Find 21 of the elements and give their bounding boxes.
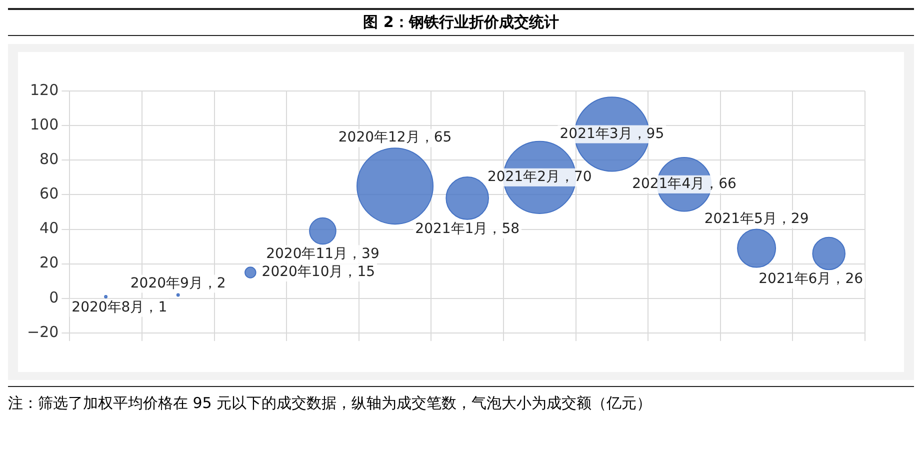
data-label: 2021年3月，95 <box>560 126 664 142</box>
data-label: 2020年12月，65 <box>338 130 452 146</box>
data-label: 2020年8月，1 <box>72 300 168 316</box>
data-label: 2020年9月，2 <box>130 275 226 292</box>
y-tick-label: 100 <box>30 115 59 134</box>
data-label: 2021年2月，70 <box>487 169 592 186</box>
y-tick-label: 120 <box>30 80 59 99</box>
y-tick-label: 60 <box>40 184 59 203</box>
y-tick-label: −20 <box>27 322 59 341</box>
text: 注：筛选了加权平均价格在 95 元以下的成交数据，纵轴为成交笔数，气泡大小为成交额（亿元） <box>8 393 653 414</box>
y-tick-label: 40 <box>40 219 59 238</box>
chart-title: 图 2：钢铁行业折价成交统计 <box>8 8 914 36</box>
data-label: 2020年10月，15 <box>262 264 376 280</box>
data-label: 2021年1月，58 <box>415 220 520 237</box>
data-label: 2021年6月，26 <box>758 271 864 288</box>
data-label: 2021年4月，66 <box>632 176 737 192</box>
y-tick-label: 0 <box>49 288 59 306</box>
y-tick-label: 20 <box>40 254 59 272</box>
data-label: 2021年5月，29 <box>704 210 809 227</box>
data-label: 2020年11月，39 <box>266 246 380 262</box>
y-tick-label: 80 <box>40 150 59 168</box>
